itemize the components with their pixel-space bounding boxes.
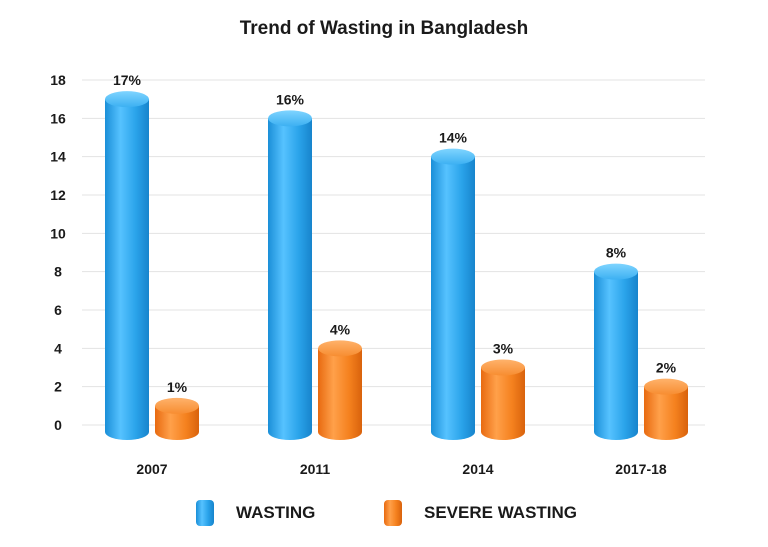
legend-item-severe-wasting: SEVERE WASTING xyxy=(384,500,577,526)
bar-severe-wasting-2007: 1% xyxy=(155,379,199,440)
bar-body xyxy=(644,386,688,440)
legend: WASTING SEVERE WASTING xyxy=(0,500,768,530)
data-label: 17% xyxy=(113,72,142,88)
bar-body xyxy=(155,405,199,440)
data-label: 8% xyxy=(606,245,627,261)
bar-severe-wasting-2017-18: 2% xyxy=(644,360,688,440)
y-tick-label: 6 xyxy=(54,302,62,318)
chart-title: Trend of Wasting in Bangladesh xyxy=(239,18,529,39)
legend-item-wasting: WASTING xyxy=(196,500,315,526)
x-tick-label: 2011 xyxy=(300,461,331,477)
data-label: 16% xyxy=(276,91,305,107)
bar-body xyxy=(105,99,149,441)
legend-swatch-wasting xyxy=(196,500,214,526)
bar-top xyxy=(431,148,475,165)
legend-label-severe-wasting: SEVERE WASTING xyxy=(424,503,578,522)
y-tick-label: 14 xyxy=(50,149,66,165)
data-label: 14% xyxy=(439,130,468,146)
bar-top xyxy=(268,110,312,127)
data-label: 2% xyxy=(656,360,677,376)
y-tick-label: 2 xyxy=(54,379,62,395)
y-tick-label: 0 xyxy=(54,417,62,433)
data-label: 3% xyxy=(493,341,514,357)
bar-top xyxy=(644,378,688,395)
bar-body xyxy=(594,271,638,440)
bar-severe-wasting-2011: 4% xyxy=(318,321,362,440)
bar-wasting-2007: 17% xyxy=(105,72,149,441)
bar-top xyxy=(105,91,149,108)
data-label: 4% xyxy=(330,321,351,337)
legend-label-wasting: WASTING xyxy=(236,503,316,522)
x-tick-label: 2014 xyxy=(462,461,493,477)
bar-top xyxy=(481,359,525,376)
bar-severe-wasting-2014: 3% xyxy=(481,341,525,440)
bar-body xyxy=(481,367,525,440)
x-tick-label: 2007 xyxy=(136,461,167,477)
bar-wasting-2014: 14% xyxy=(431,130,475,440)
y-tick-label: 12 xyxy=(50,187,66,203)
bar-top xyxy=(155,397,199,414)
bar-wasting-2011: 16% xyxy=(268,91,312,440)
y-tick-label: 10 xyxy=(50,225,66,241)
y-tick-label: 18 xyxy=(50,72,66,88)
bar-top xyxy=(318,340,362,357)
y-tick-label: 16 xyxy=(50,110,66,126)
bar-wasting-2017-18: 8% xyxy=(594,245,638,440)
legend-swatch-severe-wasting xyxy=(384,500,402,526)
y-tick-label: 4 xyxy=(54,340,62,356)
x-tick-label: 2017-18 xyxy=(615,461,667,477)
bar-body xyxy=(268,118,312,440)
bar-body xyxy=(318,348,362,440)
bar-body xyxy=(431,156,475,440)
y-tick-label: 8 xyxy=(54,264,62,280)
bar-top xyxy=(594,263,638,280)
data-label: 1% xyxy=(167,379,188,395)
